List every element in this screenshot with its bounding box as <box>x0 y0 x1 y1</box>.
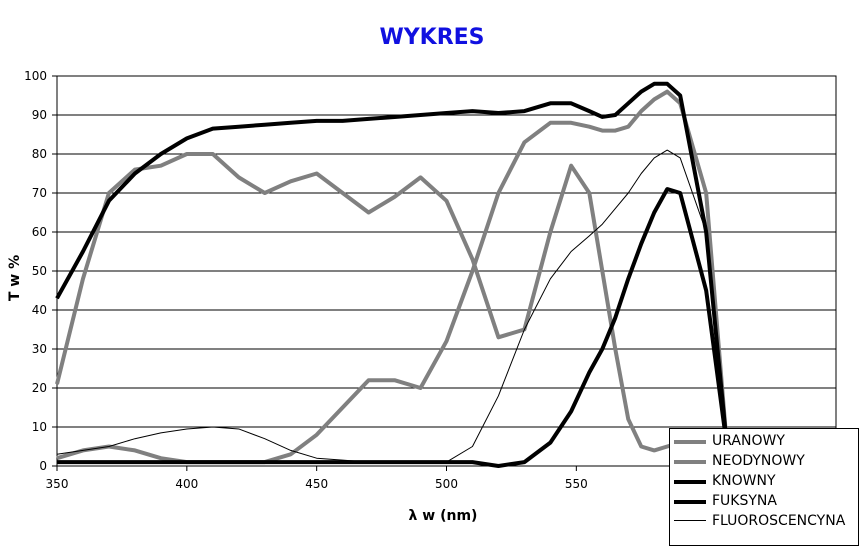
x-tick-label: 350 <box>46 477 69 491</box>
legend-label: FUKSYNA <box>712 493 777 509</box>
plot-frame <box>56 75 837 467</box>
x-tick-label: 450 <box>305 477 328 491</box>
legend: URANOWY NEODYNOWY KNOWNY FUKSYNA FLUOROSCENC… <box>669 428 859 546</box>
legend-label: URANOWY <box>712 433 785 449</box>
legend-label: FLUOROSCENCYNA <box>712 513 846 529</box>
y-tick-label: 20 <box>32 381 47 395</box>
legend-swatch <box>674 520 706 521</box>
y-tick-label: 90 <box>32 108 47 122</box>
x-tick-label: 500 <box>435 477 458 491</box>
series-line <box>55 152 728 453</box>
legend-item: KNOWNY <box>674 471 854 491</box>
x-axis-label: λ w (nm) <box>409 508 478 524</box>
y-tick-label: 100 <box>24 69 47 83</box>
legend-item: URANOWY <box>674 431 854 451</box>
x-tick-label: 400 <box>175 477 198 491</box>
series-line <box>57 187 729 468</box>
y-tick-label: 10 <box>32 420 47 434</box>
series-line <box>56 149 728 463</box>
legend-swatch <box>674 460 706 464</box>
legend-swatch <box>674 500 706 504</box>
legend-item: FLUOROSCENCYNA <box>674 511 854 531</box>
y-tick-label: 60 <box>32 225 47 239</box>
x-tick-label: 550 <box>565 477 588 491</box>
legend-label: KNOWNY <box>712 473 776 489</box>
y-tick-label: 30 <box>32 342 47 356</box>
y-tick-label: 50 <box>32 264 47 278</box>
y-tick-label: 70 <box>32 186 47 200</box>
legend-label: NEODYNOWY <box>712 453 805 469</box>
y-tick-label: 0 <box>39 459 47 473</box>
series-line <box>55 81 729 447</box>
y-tick-label: 40 <box>32 303 47 317</box>
legend-item: FUKSYNA <box>674 491 854 511</box>
y-tick-label: 80 <box>32 147 47 161</box>
legend-swatch <box>674 480 706 484</box>
y-axis-label: T w % <box>7 255 23 301</box>
chart-title: WYKRES <box>379 25 484 50</box>
legend-swatch <box>674 440 706 444</box>
legend-item: NEODYNOWY <box>674 451 854 471</box>
